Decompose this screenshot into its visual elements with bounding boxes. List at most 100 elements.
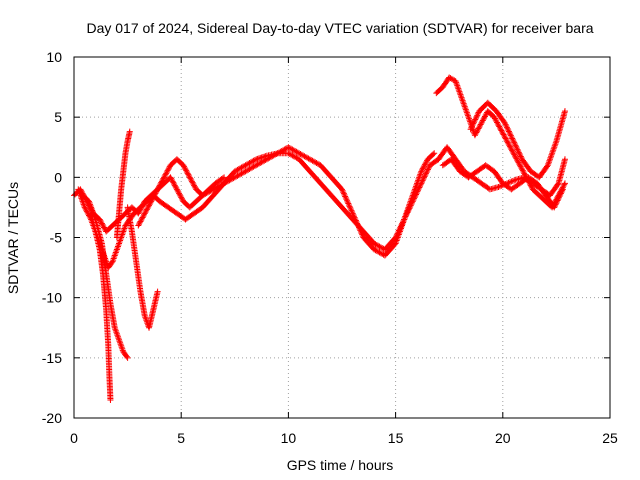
data-point (507, 144, 514, 151)
data-point (511, 141, 518, 148)
data-point (514, 156, 521, 163)
data-point (561, 180, 568, 187)
data-point (162, 171, 169, 178)
data-point (153, 187, 160, 194)
data-point (403, 210, 410, 217)
data-point (517, 163, 524, 170)
data-point (419, 165, 426, 172)
data-point (158, 179, 165, 186)
data-point (420, 174, 427, 181)
series-track-f (124, 204, 161, 331)
data-point (506, 129, 513, 136)
data-point (516, 160, 523, 167)
data-point (515, 159, 522, 166)
data-point (163, 168, 170, 175)
data-point (393, 233, 400, 240)
data-point (180, 162, 187, 169)
data-point (340, 189, 347, 196)
data-point (171, 181, 178, 188)
data-point (556, 193, 563, 200)
data-point (504, 125, 511, 132)
data-point (504, 139, 511, 146)
data-point (347, 206, 354, 213)
data-point (495, 122, 502, 129)
data-point (346, 203, 353, 210)
data-point (177, 193, 184, 200)
y-tick-label: -10 (42, 290, 62, 306)
data-point (474, 112, 481, 119)
data-point (339, 187, 346, 194)
data-point (512, 154, 519, 161)
data-point (501, 132, 508, 139)
data-point (137, 218, 144, 225)
data-point (402, 213, 409, 220)
data-point (509, 177, 516, 184)
data-point (422, 170, 429, 177)
data-point (491, 114, 498, 121)
data-point (164, 167, 171, 174)
data-point (507, 132, 514, 139)
data-point (411, 195, 418, 202)
data-point (158, 178, 165, 185)
data-point (419, 177, 426, 184)
data-point (414, 188, 421, 195)
data-point (508, 146, 515, 153)
data-point (517, 152, 524, 159)
series-track-h (433, 74, 568, 211)
data-point (416, 184, 423, 191)
data-point (496, 183, 503, 190)
data-point (183, 167, 190, 174)
data-point (170, 179, 177, 186)
data-point (139, 214, 146, 221)
data-point (126, 128, 133, 135)
data-point (418, 180, 425, 187)
data-point (181, 164, 188, 171)
data-point (82, 205, 89, 212)
data-point (342, 193, 349, 200)
data-point (446, 74, 453, 81)
data-point (472, 130, 479, 137)
data-point (163, 170, 170, 177)
data-point (189, 179, 196, 186)
data-point (481, 113, 488, 120)
data-point (344, 199, 351, 206)
data-point (509, 148, 516, 155)
data-point (471, 117, 478, 124)
data-point (405, 206, 412, 213)
data-point (138, 217, 145, 224)
data-point (341, 192, 348, 199)
data-point (498, 127, 505, 134)
data-point (404, 209, 411, 216)
data-point (84, 209, 91, 216)
data-point (101, 224, 108, 231)
data-point (219, 175, 226, 182)
data-point (347, 204, 354, 211)
y-tick-label: 0 (54, 169, 62, 185)
data-point (173, 186, 180, 193)
data-point (405, 208, 412, 215)
data-point (154, 288, 161, 295)
x-tick-label: 5 (177, 430, 185, 446)
series-track-a (71, 144, 438, 259)
data-point (481, 114, 488, 121)
data-point (474, 110, 481, 117)
data-point (409, 198, 416, 205)
data-point (176, 190, 183, 197)
data-point (349, 209, 356, 216)
data-point (470, 119, 477, 126)
data-point (553, 200, 560, 207)
data-point (554, 181, 561, 188)
data-point (188, 177, 195, 184)
data-point (555, 196, 562, 203)
data-point (513, 145, 520, 152)
data-point (513, 155, 520, 162)
data-point (506, 143, 513, 150)
data-point (85, 211, 92, 218)
data-point (421, 173, 428, 180)
axis-ticks: 0 5 10 15 20 25 -20 -15 -10 -5 0 5 10 (42, 49, 618, 446)
data-point (172, 183, 179, 190)
data-point (186, 174, 193, 181)
y-tick-label: -20 (42, 410, 62, 426)
data-point (509, 135, 516, 142)
